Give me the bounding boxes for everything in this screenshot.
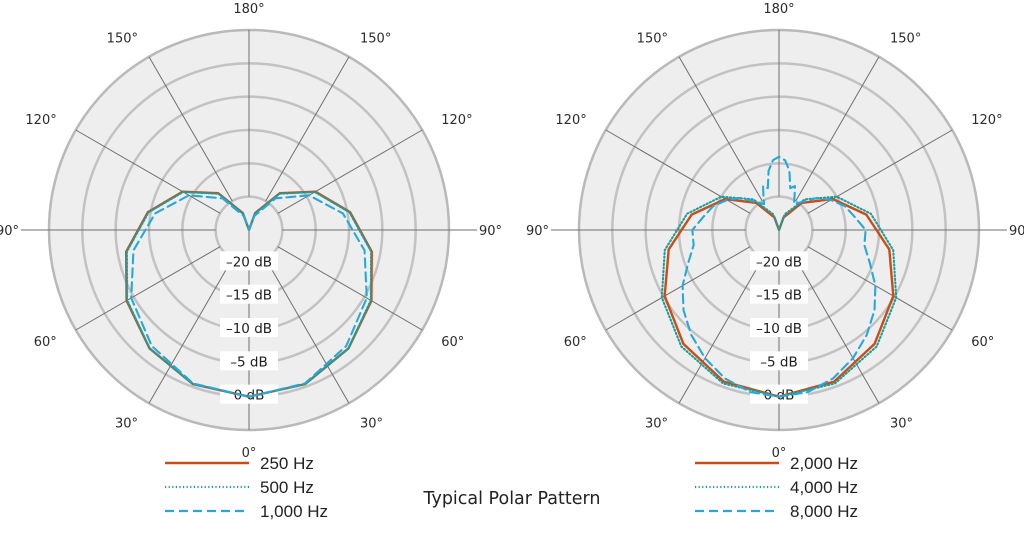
radial-label: –15 dB: [756, 288, 802, 304]
radial-label-bg: [220, 351, 278, 371]
legend-left: 250 Hz 500 Hz 1,000 Hz: [165, 454, 328, 521]
polar-spoke: [148, 56, 233, 202]
angle-tick-label: 120°: [555, 113, 586, 128]
angle-tick-label: 60°: [564, 335, 587, 350]
polar-spoke: [148, 258, 233, 404]
radial-label-bg: [750, 351, 808, 371]
radial-label-bg: [750, 384, 808, 404]
angle-tick-label: 90°: [1009, 224, 1024, 239]
legend-label-500hz: 500 Hz: [260, 478, 314, 497]
radial-label: –20 dB: [226, 254, 272, 270]
angle-tick-label: 120°: [971, 113, 1002, 128]
angle-tick-label: 0°: [772, 446, 787, 461]
polar-spoke: [75, 129, 221, 214]
polar-spoke: [277, 129, 423, 214]
radial-label: –10 dB: [226, 321, 272, 337]
angle-tick-label: 60°: [34, 335, 57, 350]
angle-tick-label: 150°: [107, 32, 138, 47]
angle-tick-label: 90°: [526, 224, 549, 239]
angle-tick-label: 150°: [890, 32, 921, 47]
angle-tick-label: 30°: [890, 416, 913, 431]
polar-spoke: [265, 56, 350, 202]
radial-label-bg: [750, 318, 808, 337]
angle-tick-label: 60°: [971, 335, 994, 350]
polar-spoke: [277, 246, 423, 331]
radial-label-bg: [220, 384, 278, 404]
radial-label: –20 dB: [756, 254, 802, 270]
angle-tick-label: 180°: [763, 2, 794, 17]
legend-label-1000hz: 1,000 Hz: [260, 502, 328, 521]
radial-label: –5 dB: [230, 354, 267, 370]
radial-label-bg: [220, 251, 278, 271]
series-1000hz: [130, 194, 368, 398]
angle-tick-label: 30°: [115, 416, 138, 431]
legend-label-2000hz: 2,000 Hz: [790, 454, 858, 473]
radial-label-bg: [750, 251, 808, 271]
polar-plot-left: –20 dB–15 dB–10 dB–5 dB0 dB0°30°30°60°60…: [0, 2, 502, 461]
polar-spoke: [678, 258, 763, 404]
angle-tick-label: 180°: [233, 2, 264, 17]
angle-tick-label: 90°: [0, 224, 19, 239]
angle-tick-label: 30°: [645, 416, 668, 431]
radial-label-bg: [220, 318, 278, 337]
angle-tick-label: 90°: [479, 224, 502, 239]
angle-tick-label: 30°: [360, 416, 383, 431]
polar-spoke: [807, 246, 953, 331]
polar-spoke: [75, 246, 221, 331]
polar-spoke: [795, 56, 880, 202]
angle-tick-label: 0°: [242, 446, 257, 461]
polar-spoke: [265, 258, 350, 404]
angle-tick-label: 120°: [25, 113, 56, 128]
angle-tick-label: 60°: [441, 335, 464, 350]
angle-tick-label: 150°: [360, 32, 391, 47]
polar-spoke: [605, 246, 751, 331]
radial-label: –5 dB: [760, 354, 797, 370]
radial-label: –15 dB: [226, 288, 272, 304]
angle-tick-label: 150°: [637, 32, 668, 47]
series-8000hz: [681, 155, 877, 398]
radial-label: –10 dB: [756, 321, 802, 337]
legend-label-250hz: 250 Hz: [260, 454, 314, 473]
polar-spoke: [795, 258, 880, 404]
legend-label-8000hz: 8,000 Hz: [790, 502, 858, 521]
legend-right: 2,000 Hz 4,000 Hz 8,000 Hz: [695, 454, 858, 521]
radial-label-bg: [750, 284, 808, 304]
angle-tick-label: 120°: [441, 113, 472, 128]
polar-spoke: [678, 56, 763, 202]
legend-label-4000hz: 4,000 Hz: [790, 478, 858, 497]
polar-plot-right: –20 dB–15 dB–10 dB–5 dB0 dB0°30°30°60°60…: [526, 2, 1024, 461]
radial-label-bg: [220, 284, 278, 304]
figure-title: Typical Polar Pattern: [423, 489, 601, 509]
series-4000hz: [660, 195, 898, 398]
